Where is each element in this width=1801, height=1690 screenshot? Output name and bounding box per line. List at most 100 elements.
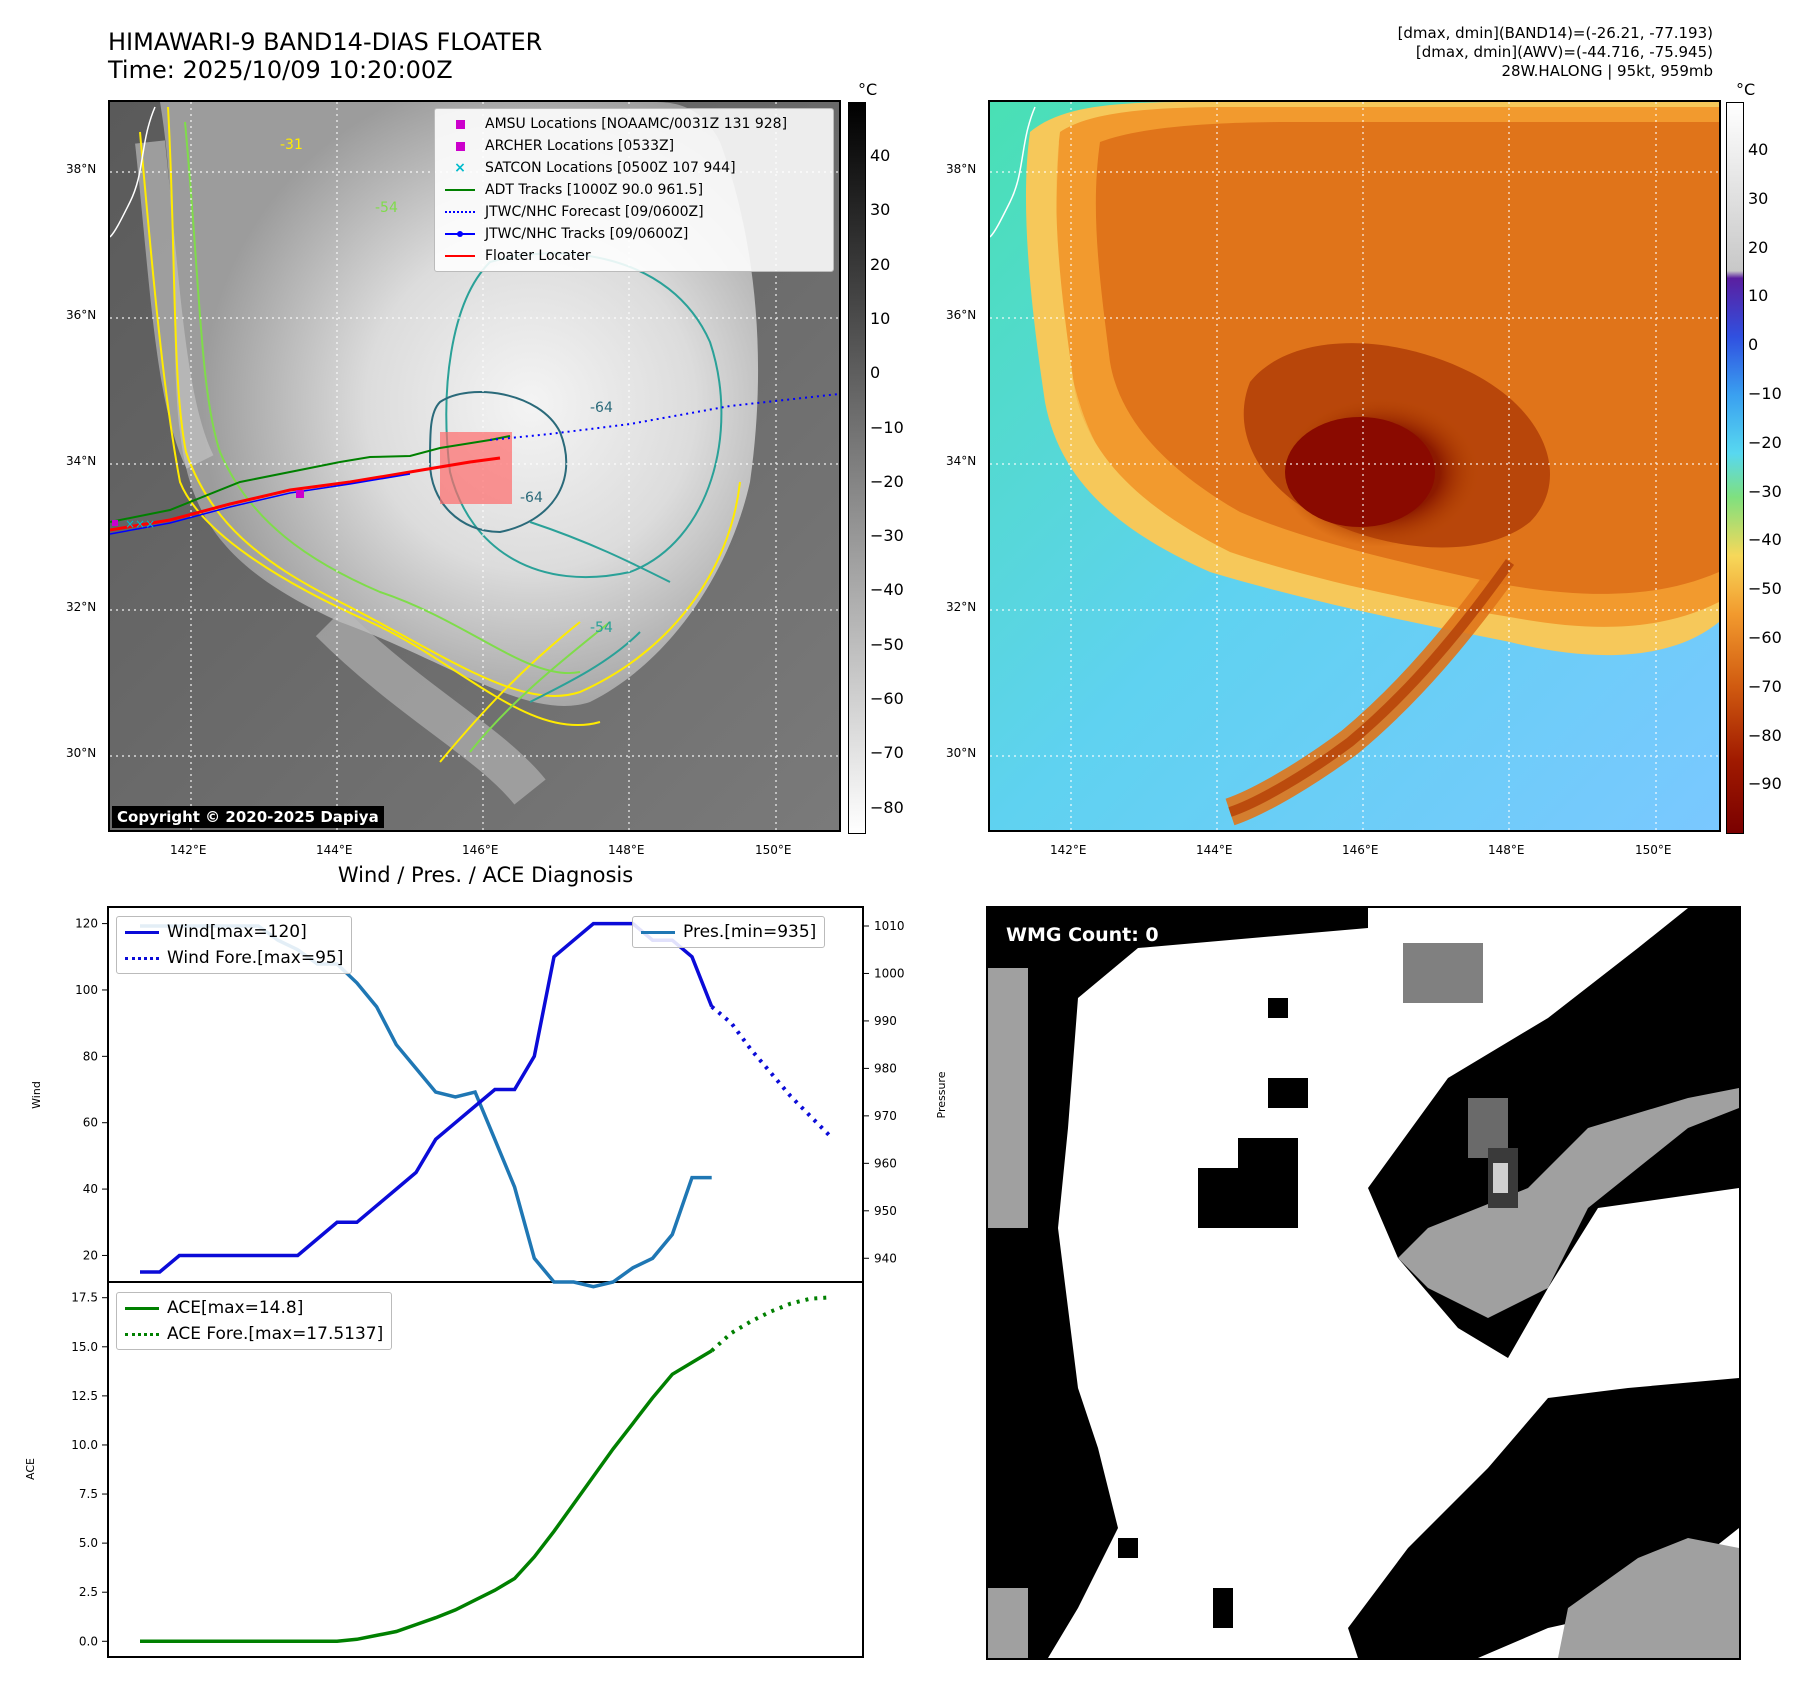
colorbar-tick-label: 40 xyxy=(1748,140,1769,159)
lat-label: 38°N xyxy=(946,162,977,176)
figure-title: HIMAWARI-9 BAND14-DIAS FLOATER xyxy=(108,28,543,56)
pressure-y-ticks: 1010 1000 990 980 970 960 950 940 xyxy=(863,919,905,1265)
colorbar-tick-label: −30 xyxy=(870,526,904,546)
colorbar-tick-label: −50 xyxy=(870,634,904,654)
legend-item-amsu: AMSU Locations [NOAAMC/0031Z 131 928] xyxy=(443,113,825,135)
colorbar-tick-label: −20 xyxy=(1748,432,1782,452)
meta-band14: [dmax, dmin](BAND14)=(-26.21, -77.193) xyxy=(1397,24,1713,42)
ace-forecast-line xyxy=(710,1295,831,1353)
contour-label: -54 xyxy=(590,620,613,636)
lon-label: 148°E xyxy=(608,843,645,857)
legend-item-ace-forecast: ACE Fore.[max=17.5137] xyxy=(125,1321,383,1347)
wind-legend: Wind[max=120] Wind Fore.[max=95] xyxy=(116,916,353,974)
ace-legend: ACE[max=14.8] ACE Fore.[max=17.5137] xyxy=(116,1292,393,1350)
colorbar-tick-label: −50 xyxy=(1748,579,1782,599)
colorbar-tick-label: 20 xyxy=(1748,237,1769,257)
colorbar-tick-label: −80 xyxy=(870,797,904,817)
legend-label: SATCON Locations [0500Z 107 944] xyxy=(485,160,736,176)
diagnosis-title: Wind / Pres. / ACE Diagnosis xyxy=(337,863,634,887)
legend-item-jtwc-forecast: JTWC/NHC Forecast [09/0600Z] xyxy=(443,201,825,223)
colorbar-tick-label: −20 xyxy=(870,471,904,491)
colorbar-tick-label: 10 xyxy=(870,308,891,328)
square-marker-icon xyxy=(443,141,477,151)
pressure-tick-label: 1000 xyxy=(874,966,905,980)
lat-label: 38°N xyxy=(66,162,97,176)
dotted-line-icon xyxy=(443,211,477,213)
wind-y-ticks: 120 100 80 60 40 20 xyxy=(75,917,108,1262)
legend-label: AMSU Locations [NOAAMC/0031Z 131 928] xyxy=(485,116,788,132)
legend-label: ACE[max=14.8] xyxy=(167,1298,304,1318)
wind-tick-label: 60 xyxy=(83,1116,98,1130)
lon-label: 142°E xyxy=(170,843,207,857)
legend-item-archer: ARCHER Locations [0533Z] xyxy=(443,135,825,157)
figure-time: Time: 2025/10/09 10:20:00Z xyxy=(108,56,453,84)
wind-line xyxy=(140,921,714,1274)
colorbar-tick-label: 30 xyxy=(870,200,891,220)
ace-y-ticks: 17.5 15.0 12.5 10.0 7.5 5.0 2.5 0.0 xyxy=(71,1291,108,1648)
lat-label: 30°N xyxy=(946,746,977,760)
color-colorbar xyxy=(1726,102,1744,834)
colorbar-tick-label: −90 xyxy=(1748,774,1782,794)
legend-item-jtwc-tracks: JTWC/NHC Tracks [09/0600Z] xyxy=(443,223,825,245)
grayscale-colorbar xyxy=(848,102,866,834)
colorbar-unit: °C xyxy=(1736,80,1756,99)
legend-label: JTWC/NHC Forecast [09/0600Z] xyxy=(485,204,704,220)
colorbar-tick-label: −60 xyxy=(1748,628,1782,647)
legend-label: Wind Fore.[max=95] xyxy=(167,948,344,968)
pressure-tick-label: 1010 xyxy=(874,919,905,933)
meta-awv: [dmax, dmin](AWV)=(-44.716, -75.945) xyxy=(1415,43,1713,61)
legend-label: Pres.[min=935] xyxy=(683,922,817,942)
colorbar-tick-label: −40 xyxy=(870,580,904,600)
colorbar-tick-label: −40 xyxy=(1748,530,1782,550)
legend-label: JTWC/NHC Tracks [09/0600Z] xyxy=(485,226,689,242)
ace-tick-label: 17.5 xyxy=(71,1291,98,1305)
wmg-count-label: WMG Count: 0 xyxy=(1006,924,1159,946)
legend-item-satcon: × SATCON Locations [0500Z 107 944] xyxy=(443,157,825,179)
colorbar-tick-label: −10 xyxy=(1748,384,1782,403)
color-map-panel xyxy=(988,100,1721,832)
colorbar-tick-label: −30 xyxy=(1748,481,1782,501)
diagnosis-chart: 120 100 80 60 40 20 1010 1000 990 980 970 960 950 94… xyxy=(24,906,948,1658)
legend-item-wind-forecast: Wind Fore.[max=95] xyxy=(125,945,343,971)
ir-map-panel: ××× -31 -54 -64 -54 -64 AMSU Locations [… xyxy=(108,100,841,832)
legend-item-floater: Floater Locater xyxy=(443,245,825,267)
wmg-panel: WMG Count: 0 xyxy=(986,906,1741,1660)
legend-label: ADT Tracks [1000Z 90.0 961.5] xyxy=(485,182,704,198)
solid-line-icon xyxy=(125,930,159,934)
wind-tick-label: 40 xyxy=(83,1182,98,1196)
lon-label: 144°E xyxy=(316,843,353,857)
pressure-line xyxy=(140,924,712,1289)
solid-line-icon xyxy=(443,255,477,257)
colorbar-tick-label: −70 xyxy=(1748,676,1782,696)
lat-label: 34°N xyxy=(946,454,977,468)
satcon-marker: ××× xyxy=(125,517,155,531)
x-marker-icon: × xyxy=(454,160,466,176)
wmg-image xyxy=(988,908,1739,1658)
square-marker-icon xyxy=(443,119,477,129)
lat-label: 32°N xyxy=(946,600,977,614)
wind-forecast-line xyxy=(710,1005,832,1138)
floater-box xyxy=(440,432,512,504)
floater-locater-track xyxy=(110,456,501,532)
colorbar-tick-label: 0 xyxy=(870,363,881,383)
wind-tick-label: 120 xyxy=(75,917,98,931)
lon-label: 150°E xyxy=(1635,843,1672,857)
colorbar-tick-label: 40 xyxy=(870,146,891,165)
legend-item-wind: Wind[max=120] xyxy=(125,919,343,945)
legend-label: ACE Fore.[max=17.5137] xyxy=(167,1324,384,1344)
copyright-label: Copyright © 2020-2025 Dapiya xyxy=(112,806,384,828)
legend-item-pressure: Pres.[min=935] xyxy=(641,919,816,945)
lat-label: 32°N xyxy=(66,600,97,614)
lon-label: 146°E xyxy=(1342,843,1379,857)
amsu-marker xyxy=(112,520,118,526)
map-legend: AMSU Locations [NOAAMC/0031Z 131 928] AR… xyxy=(434,108,834,272)
colorbar-tick-label: −10 xyxy=(870,417,904,437)
pressure-series xyxy=(140,924,712,1289)
contour-label: -31 xyxy=(280,137,303,153)
pressure-tick-label: 960 xyxy=(874,1156,897,1170)
pressure-tick-label: 980 xyxy=(874,1061,897,1075)
wind-tick-label: 20 xyxy=(83,1248,98,1262)
colorbar-unit: °C xyxy=(858,80,878,99)
lat-label: 36°N xyxy=(66,308,97,322)
pressure-axis-label: Pressure xyxy=(935,1071,948,1118)
